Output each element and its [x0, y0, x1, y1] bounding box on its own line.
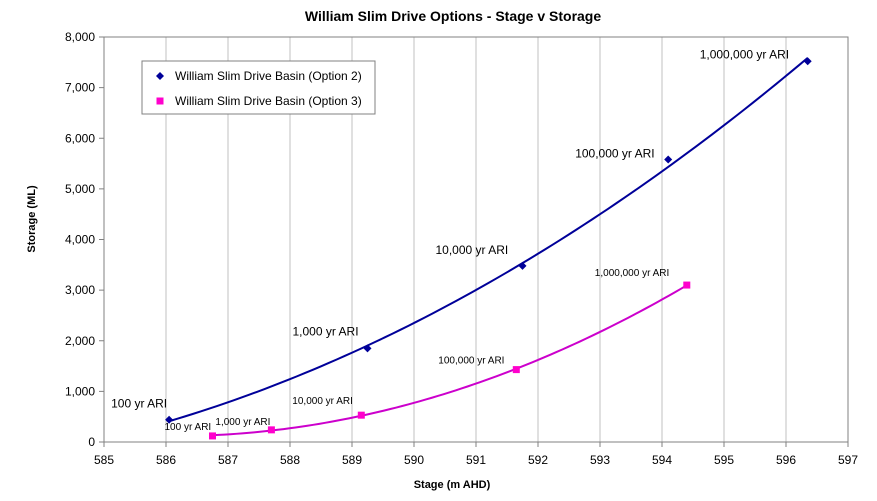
data-label: 1,000,000 yr ARI — [700, 47, 789, 61]
y-tick-label: 8,000 — [65, 30, 95, 44]
x-tick-label: 585 — [94, 453, 114, 467]
x-tick-label: 596 — [776, 453, 796, 467]
y-tick-label: 1,000 — [65, 384, 95, 398]
data-markers — [165, 57, 812, 440]
legend-box — [141, 60, 376, 115]
trend-line-series-1 — [168, 57, 809, 423]
x-tick-label: 594 — [652, 453, 672, 467]
y-tick-label: 5,000 — [65, 182, 95, 196]
x-tick-label: 587 — [218, 453, 238, 467]
legend-marker-square — [156, 97, 164, 105]
data-label: 1,000 yr ARI — [215, 417, 270, 428]
x-tick-label: 595 — [714, 453, 734, 467]
y-tick-label: 7,000 — [65, 81, 95, 95]
x-tick-label: 590 — [404, 453, 424, 467]
x-tick-label: 588 — [280, 453, 300, 467]
data-label: 10,000 yr ARI — [436, 243, 509, 257]
x-axis-title: Stage (m AHD) — [414, 479, 491, 491]
y-tick-label: 4,000 — [65, 233, 95, 247]
data-point-diamond — [165, 415, 174, 424]
y-tick-label: 2,000 — [65, 334, 95, 348]
trend-line-series-2 — [212, 284, 688, 437]
legend-label: William Slim Drive Basin (Option 3) — [175, 94, 362, 108]
data-point-square — [683, 281, 691, 289]
x-axis: 585 586 587 588 589 590 591 592 593 594 595 596 597 — [94, 442, 858, 467]
data-label: 1,000 yr ARI — [293, 324, 359, 338]
x-tick-label: 592 — [528, 453, 548, 467]
y-tick-label: 6,000 — [65, 131, 95, 145]
chart-title: William Slim Drive Options - Stage v Sto… — [305, 8, 601, 24]
x-tick-label: 593 — [590, 453, 610, 467]
data-label: 100,000 yr ARI — [575, 147, 654, 161]
data-point-diamond — [803, 57, 812, 66]
data-point-diamond — [664, 155, 673, 164]
data-point-square — [357, 411, 365, 419]
data-point-diamond — [363, 344, 372, 353]
y-tick-label: 0 — [88, 435, 95, 449]
data-point-diamond — [518, 261, 527, 270]
y-tick-label: 3,000 — [65, 283, 95, 297]
data-point-square — [512, 366, 520, 374]
x-tick-label: 589 — [342, 453, 362, 467]
legend: William Slim Drive Basin (Option 2) Willi… — [141, 60, 376, 115]
trend-lines — [168, 57, 809, 437]
y-axis-title: Storage (ML) — [26, 185, 38, 253]
legend-marker-diamond — [156, 72, 164, 80]
legend-label: William Slim Drive Basin (Option 2) — [175, 69, 362, 83]
x-tick-label: 591 — [466, 453, 486, 467]
y-axis: 0 1,000 2,000 3,000 4,000 5,000 6,000 7,000 8,00… — [65, 30, 104, 449]
x-tick-label: 597 — [838, 453, 858, 467]
data-point-square — [209, 432, 216, 440]
data-point-square — [267, 426, 275, 434]
data-label: 100 yr ARI — [165, 422, 212, 433]
data-label: 10,000 yr ARI — [292, 396, 353, 407]
data-label: 100 yr ARI — [111, 397, 167, 411]
data-label: 1,000,000 yr ARI — [595, 268, 670, 279]
data-label: 100,000 yr ARI — [438, 356, 504, 367]
x-tick-label: 586 — [156, 453, 176, 467]
